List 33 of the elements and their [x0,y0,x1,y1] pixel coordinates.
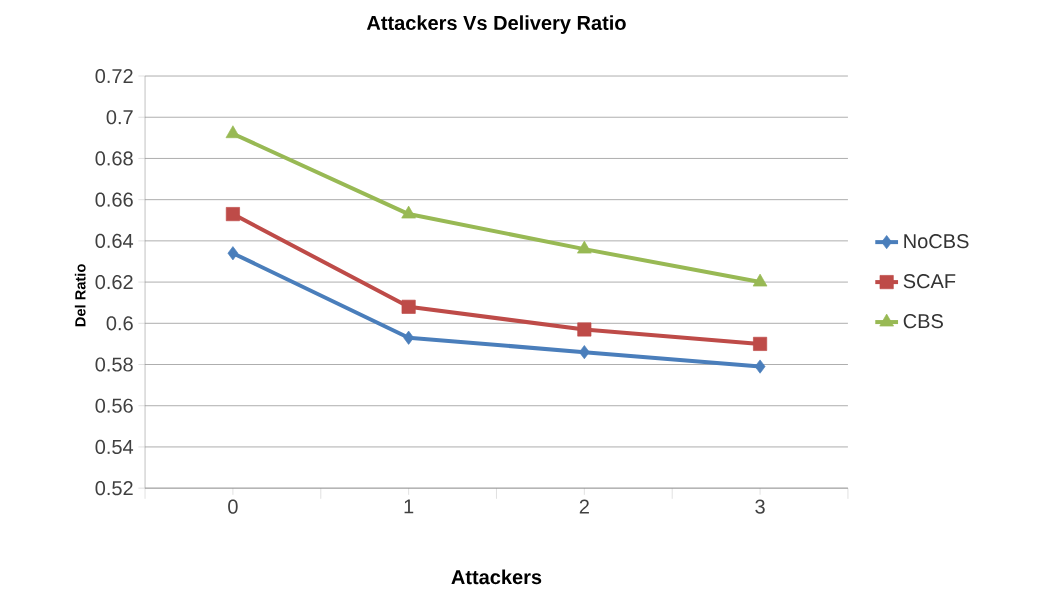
y-tick-label: 0.62 [95,274,133,290]
point [403,330,414,345]
x-axis-title: Attackers [451,569,542,585]
y-tick-label: 0.56 [95,398,133,413]
y-axis-title: Del Ratio [74,264,86,327]
point [579,345,590,360]
y-tick-label: 0.68 [95,151,133,166]
legend-label: CBS [903,313,943,329]
x-tick-label: 1 [404,499,414,514]
y-tick-label: 0.64 [95,233,134,248]
y-tick-label: 0.54 [95,439,134,454]
point [752,273,768,287]
x-tick-label: 0 [228,499,238,514]
x-tick-label: 2 [579,499,589,514]
point [577,322,592,337]
legend-label: SCAF [903,274,956,289]
point [401,205,416,219]
chart-title: Attackers Vs Delivery Ratio [366,15,626,34]
x-tick-label: 3 [755,499,765,514]
y-tick-label: 0.6 [106,316,133,331]
y-tick-label: 0.52 [95,480,133,496]
point [227,246,239,261]
point [225,125,241,138]
y-tick-label: 0.72 [95,68,133,83]
y-tick-label: 0.58 [95,357,133,372]
legend-label: NoCBS [904,234,969,249]
point [753,336,768,351]
point [754,359,766,374]
point [225,206,240,221]
point [401,299,416,314]
point [577,240,592,254]
y-tick-label: 0.7 [106,110,133,125]
y-tick-label: 0.66 [95,192,133,207]
